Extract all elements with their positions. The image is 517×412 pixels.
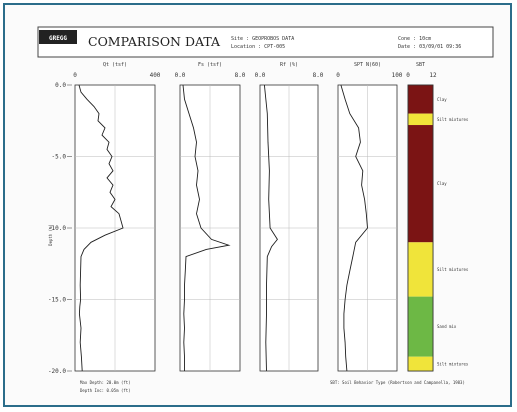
sbt-layer (408, 113, 433, 126)
chart-panels: Qt (tsf) 0 400 Fs (tsf) 0.0 8.0 Rf (%) 0.0 8.0 SP… (73, 62, 469, 372)
y-tick-label: 0.0 (55, 82, 66, 89)
x-tick-label: 0 (73, 72, 77, 79)
x-tick-label: 0.0 (175, 72, 186, 79)
panel-title: SBT (416, 62, 425, 68)
data-trace (182, 84, 231, 371)
x-tick-label: 0 (406, 72, 410, 79)
x-tick-label: 400 (150, 72, 161, 79)
sbt-layer (408, 296, 433, 357)
x-tick-label: 100 (392, 72, 403, 79)
panel-2: Rf (%) 0.0 8.0 (255, 62, 324, 372)
panel-title: SPT N(60) (354, 62, 381, 68)
panel-title: Fs (tsf) (198, 62, 222, 68)
x-tick-label: 0.0 (255, 72, 266, 79)
y-tick-label: -10.0 (48, 225, 66, 232)
x-tick-label: 8.0 (313, 72, 324, 79)
footer-max-depth: Max Depth: 20.0m (ft) (80, 380, 131, 385)
panel-3: SPT N(60) 0 100 (336, 62, 403, 372)
sbt-layer-label: Silt mixtures (437, 267, 469, 272)
data-trace (340, 84, 368, 372)
logo-text: GREGG (49, 35, 67, 42)
sbt-layer-label: Sand mix (437, 324, 457, 329)
panel-border (407, 84, 434, 372)
data-trace (78, 84, 124, 372)
x-tick-label: 8.0 (235, 72, 246, 79)
panel-title: Rf (%) (280, 62, 298, 68)
panel-1: Fs (tsf) 0.0 8.0 (175, 62, 246, 372)
location-label: Location : CPT-005 (231, 44, 285, 50)
sbt-layer (408, 125, 433, 243)
footer-reference: SBT: Soil Behavior Type (Robertson and C… (330, 380, 465, 385)
sbt-layer-label: Clay (437, 97, 447, 102)
y-axis-label: Depth (m) (48, 224, 53, 246)
x-tick-label: 0 (336, 72, 340, 79)
y-tick-label: -15.0 (48, 297, 66, 304)
panel-0: Qt (tsf) 0 400 (73, 62, 161, 372)
sbt-layer (408, 85, 433, 114)
data-trace (263, 84, 278, 372)
x-tick-label: 12 (429, 72, 437, 79)
header-box (37, 26, 494, 58)
y-tick-label: -20.0 (48, 368, 66, 375)
date-label: Date : 03/09/01 09:36 (398, 44, 461, 50)
sbt-layer (408, 356, 433, 371)
sbt-layer-label: Silt mixtures (437, 117, 469, 122)
sbt-layer-label: Clay (437, 181, 447, 186)
depth-axis: 0.0 -5.0 -10.0 -15.0 -20.0 (48, 82, 72, 375)
chart-title: COMPARISON DATA (88, 34, 221, 49)
sbt-layer-label: Silt mixtures (437, 361, 469, 366)
y-tick-label: -5.0 (52, 154, 67, 161)
cone-label: Cone : 10cm (398, 36, 431, 42)
company-logo (39, 30, 77, 44)
panel-4: SBT 0 12 Clay Silt mixtures Clay Silt mixtures… (406, 62, 469, 372)
site-label: Site : GEOPROBOS DATA (231, 36, 294, 42)
sbt-layer (408, 242, 433, 297)
footer-depth-inc: Depth Inc: 0.05m (ft) (80, 388, 131, 393)
panel-title: Qt (tsf) (103, 62, 127, 68)
